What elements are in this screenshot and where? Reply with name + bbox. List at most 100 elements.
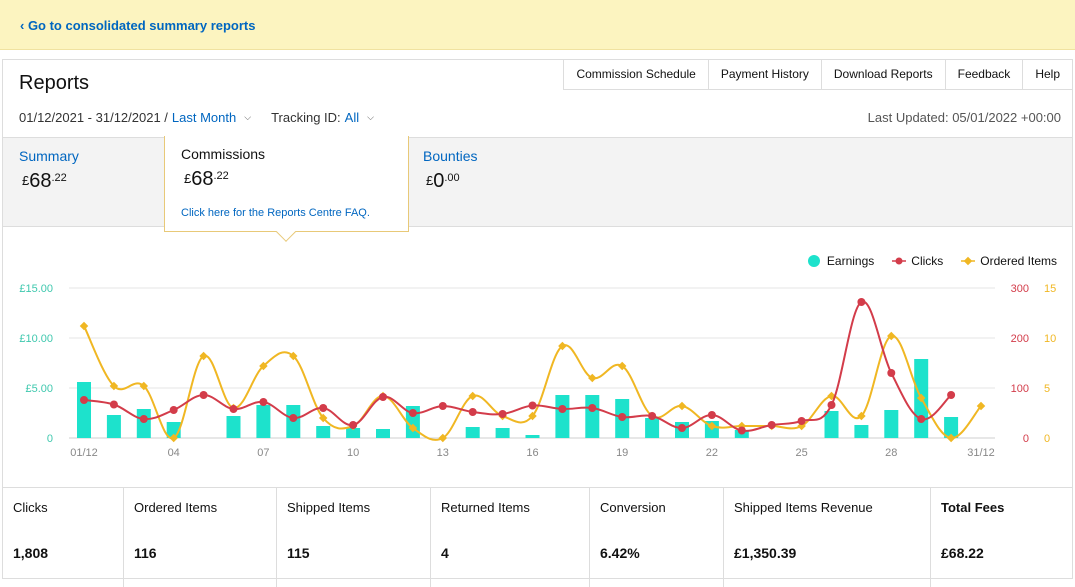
metric-value: £68.22 bbox=[941, 545, 984, 561]
x-tick-label: 25 bbox=[795, 447, 807, 459]
clicks-point bbox=[349, 421, 358, 429]
earnings-bar bbox=[346, 428, 361, 438]
ordered-items-point bbox=[109, 381, 119, 391]
y-tick-label-items: 0 bbox=[1044, 433, 1050, 445]
clicks-point bbox=[139, 415, 148, 423]
metric-value: 6.42% bbox=[600, 545, 640, 561]
metric-label: Clicks bbox=[13, 500, 48, 515]
ordered-items-point bbox=[318, 413, 328, 423]
ordered-items-point bbox=[528, 411, 537, 421]
tab-commissions[interactable]: Commissions £68.22 Click here for the Re… bbox=[164, 136, 409, 242]
ordered-items-point bbox=[558, 341, 567, 351]
y-tick-label-earnings: £5.00 bbox=[25, 383, 53, 395]
clicks-point bbox=[947, 391, 956, 399]
consolidated-summary-link[interactable]: ‹ Go to consolidated summary reports bbox=[20, 18, 256, 33]
earnings-bar bbox=[465, 427, 480, 438]
x-tick-label: 22 bbox=[706, 447, 718, 459]
ordered-items-point bbox=[169, 433, 178, 443]
metric-clicks: Clicks 1,808 bbox=[3, 488, 124, 587]
earnings-bar bbox=[376, 429, 390, 438]
legend-ordered-items[interactable]: Ordered Items bbox=[961, 254, 1057, 268]
tab-pointer bbox=[276, 222, 296, 242]
clicks-point bbox=[259, 398, 268, 406]
clicks-line-icon bbox=[892, 257, 907, 265]
x-tick-label: 31/12 bbox=[967, 447, 995, 459]
payment-history-link[interactable]: Payment History bbox=[707, 59, 822, 90]
ordered-items-point bbox=[617, 361, 627, 371]
ordered-items-line-icon bbox=[961, 256, 976, 266]
ordered-items-point bbox=[408, 423, 418, 433]
faq-link[interactable]: Click here for the Reports Centre FAQ. bbox=[181, 207, 370, 219]
metric-value: 115 bbox=[287, 545, 310, 561]
earnings-bar bbox=[944, 417, 959, 438]
clicks-point bbox=[767, 421, 776, 429]
metric-total-fees: Total Fees £68.22 bbox=[931, 488, 1072, 587]
clicks-point bbox=[648, 412, 657, 420]
legend-ordered-items-label: Ordered Items bbox=[980, 254, 1057, 268]
earnings-bar bbox=[525, 435, 540, 438]
clicks-point bbox=[887, 369, 896, 377]
tracking-id-dropdown[interactable]: All bbox=[344, 110, 360, 125]
clicks-point bbox=[588, 404, 597, 412]
metric-value: 1,808 bbox=[13, 545, 49, 561]
clicks-point bbox=[468, 408, 477, 416]
tab-summary[interactable]: Summary £68.22 bbox=[19, 148, 79, 193]
earnings-bar bbox=[555, 395, 570, 438]
commission-schedule-link[interactable]: Commission Schedule bbox=[563, 59, 709, 90]
x-tick-label: 28 bbox=[885, 447, 897, 459]
chevron-down-icon[interactable]: ⌵ bbox=[367, 112, 374, 122]
clicks-point bbox=[109, 400, 118, 409]
metric-label: Shipped Items bbox=[287, 500, 371, 515]
clicks-point bbox=[618, 413, 627, 421]
earnings-bar bbox=[824, 411, 839, 438]
top-links: Commission Schedule Payment History Down… bbox=[563, 59, 1073, 90]
date-range: 01/12/2021 - 31/12/2021 / bbox=[19, 110, 168, 125]
earnings-dot-icon bbox=[807, 255, 820, 267]
tab-bounties-value: £0.00 bbox=[426, 170, 460, 192]
metric-value: 4 bbox=[441, 545, 449, 561]
x-tick-label: 10 bbox=[347, 447, 359, 459]
earnings-chart: £15.00 300 15£10.00 200 10£5.00 100 50 0 001/12 0… bbox=[19, 283, 1056, 459]
clicks-point bbox=[797, 417, 806, 425]
x-tick-label: 07 bbox=[257, 447, 269, 459]
feedback-link[interactable]: Feedback bbox=[944, 59, 1024, 90]
clicks-point bbox=[229, 405, 238, 413]
ordered-items-point bbox=[259, 361, 268, 371]
x-tick-label: 16 bbox=[526, 447, 538, 459]
legend-earnings[interactable]: Earnings bbox=[807, 254, 874, 268]
metric-label: Shipped Items Revenue bbox=[734, 500, 873, 515]
earnings-bar bbox=[256, 405, 271, 438]
legend-clicks[interactable]: Clicks bbox=[892, 254, 943, 268]
help-link[interactable]: Help bbox=[1022, 59, 1073, 90]
period-dropdown[interactable]: Last Month bbox=[171, 110, 237, 125]
clicks-point bbox=[917, 415, 926, 423]
ordered-items-point bbox=[707, 421, 717, 431]
y-tick-label-clicks: 100 bbox=[1011, 383, 1029, 395]
x-tick-label: 04 bbox=[168, 447, 180, 459]
tab-bounties[interactable]: Bounties £0.00 bbox=[423, 148, 477, 193]
clicks-point bbox=[169, 406, 178, 414]
ordered-items-point bbox=[588, 373, 597, 383]
metric-returned-items: Returned Items 4 bbox=[431, 488, 590, 587]
tab-summary-value: £68.22 bbox=[22, 170, 67, 192]
chevron-down-icon[interactable]: ⌵ bbox=[244, 112, 252, 122]
clicks-point bbox=[80, 396, 88, 404]
earnings-bar bbox=[585, 395, 600, 438]
tab-commissions-value: £68.22 bbox=[184, 168, 229, 190]
ordered-items-point bbox=[139, 381, 149, 391]
clicks-point bbox=[707, 411, 716, 419]
earnings-bar bbox=[316, 426, 331, 438]
y-tick-label-items: 15 bbox=[1044, 283, 1056, 295]
tab-bounties-label: Bounties bbox=[423, 148, 478, 164]
earnings-bar bbox=[645, 418, 660, 438]
clicks-point bbox=[379, 393, 387, 401]
x-tick-label: 13 bbox=[437, 447, 449, 459]
y-tick-label-clicks: 200 bbox=[1011, 333, 1029, 345]
y-tick-label-earnings: £15.00 bbox=[19, 283, 53, 295]
clicks-point bbox=[438, 402, 447, 410]
download-reports-link[interactable]: Download Reports bbox=[820, 59, 946, 90]
metric-ordered-items: Ordered Items 116 bbox=[124, 488, 277, 587]
metrics-row: Clicks 1,808 Ordered Items 116 Shipped I… bbox=[3, 487, 1072, 587]
ordered-items-point bbox=[438, 433, 448, 443]
x-tick-label: 01/12 bbox=[70, 447, 98, 459]
